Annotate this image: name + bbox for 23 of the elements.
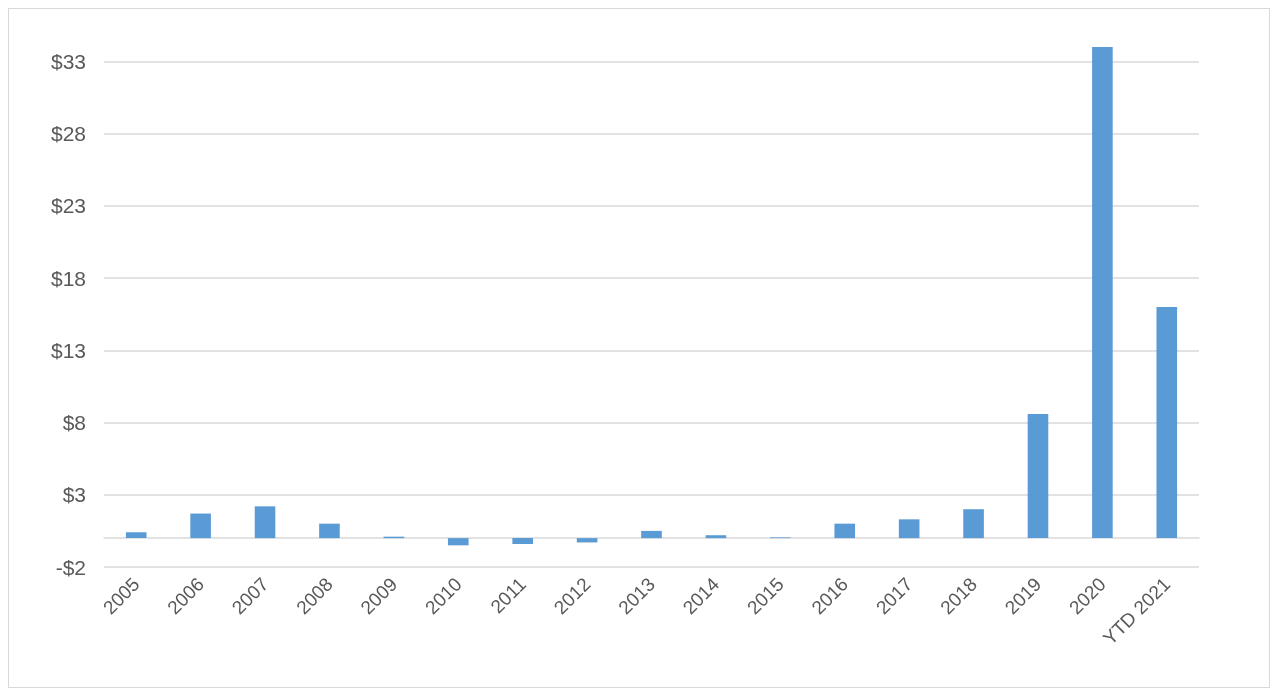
bar — [1027, 413, 1049, 539]
bar — [190, 513, 211, 539]
bar — [963, 509, 984, 539]
bar — [512, 538, 533, 544]
bar — [447, 538, 469, 546]
bar — [1092, 47, 1113, 539]
y-tick-label: $3 — [62, 483, 86, 507]
y-tick-label: $8 — [62, 411, 86, 435]
y-tick-label: $18 — [50, 266, 86, 290]
bar — [898, 519, 920, 539]
bar — [254, 506, 276, 539]
y-tick-label: $28 — [50, 122, 86, 146]
bar — [125, 532, 147, 539]
y-tick-label: $13 — [50, 338, 86, 362]
bar — [705, 535, 727, 539]
bar — [834, 523, 856, 539]
bar — [319, 523, 340, 539]
y-tick-label: $23 — [50, 194, 86, 218]
bar — [576, 538, 598, 543]
y-tick-label: $33 — [50, 49, 86, 73]
y-tick-label: -$2 — [55, 555, 86, 579]
bar — [1156, 307, 1178, 539]
bar — [641, 530, 662, 539]
